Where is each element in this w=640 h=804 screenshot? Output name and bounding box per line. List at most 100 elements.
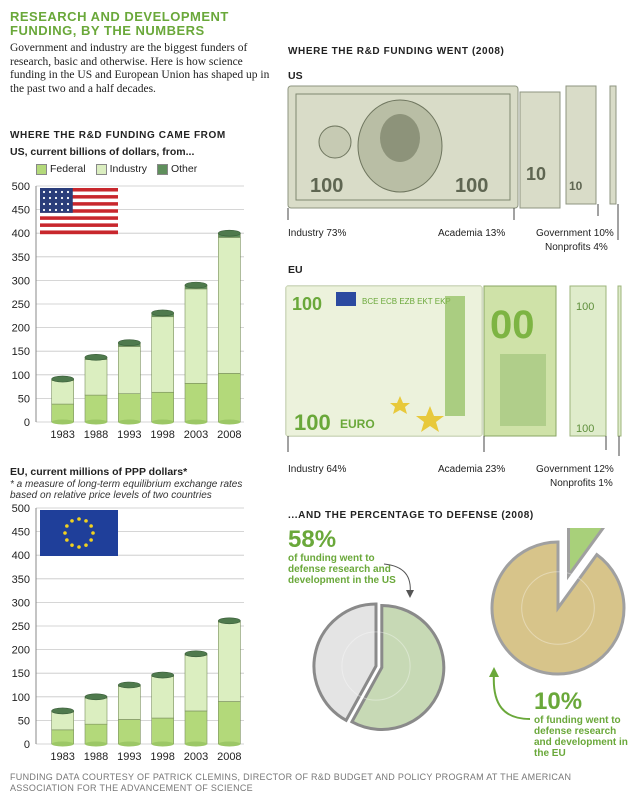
eu-academia-label: Academia 23% xyxy=(438,464,506,475)
eu-chart-axis: 0 50 100 150 200 250 300 350 400 450 500 xyxy=(12,503,244,751)
eu-chart-bar-federal xyxy=(84,723,108,745)
data-credit: FUNDING DATA COURTESY OF PATRICK CLEMINS… xyxy=(10,772,572,793)
us-coin-coin-ring xyxy=(341,631,411,701)
us-banknote-industry: 100 100 xyxy=(287,85,519,209)
legend-item-federal: Federal xyxy=(36,163,86,175)
us-coin-pie xyxy=(312,602,446,731)
us-chart-bar-industry xyxy=(84,359,108,396)
us-defense-percent: 58% xyxy=(288,526,337,553)
legend-label-industry: Industry xyxy=(109,163,147,175)
us-chart-ytick-label: 500 xyxy=(12,181,30,193)
eu-chart-bar-base xyxy=(51,741,74,747)
us-chart-bar-stack xyxy=(184,281,208,425)
eu-chart-bar-federal xyxy=(151,717,174,745)
us-banknote-nonprofits xyxy=(609,85,617,205)
eu-chart-bar-federal xyxy=(118,719,141,745)
us-banknote-academia: 10 xyxy=(519,91,561,209)
intro-text: Government and industry are the biggest … xyxy=(10,42,270,95)
eu-industry-label: Industry 64% xyxy=(288,464,347,475)
us-banknote-government: 10 xyxy=(565,85,597,205)
us-coin-slice-other xyxy=(312,602,378,723)
eu-chart-bar-industry xyxy=(118,686,141,720)
eu-chart-bar-cap xyxy=(184,650,208,658)
eu-coin-coin-ring xyxy=(521,571,595,645)
us-chart-bar-cap xyxy=(151,309,174,317)
eu-chart-ytick-label: 450 xyxy=(12,527,30,539)
us-industry-label: Industry 73% xyxy=(288,228,347,239)
eu-chart-xtick-label: 2008 xyxy=(217,751,241,763)
eu-funding-chart: 0 50 100 150 200 250 300 350 400 450 500 1983 1988 19… xyxy=(12,503,244,763)
eu-chart-ytick-label: 350 xyxy=(12,574,30,586)
us-coin-slice-defense xyxy=(349,603,446,731)
legend-swatch-federal xyxy=(36,163,47,175)
us-chart-ytick-label: 350 xyxy=(12,252,30,264)
legend-label-other: Other xyxy=(170,163,198,175)
eu-chart-xtick-label: 1983 xyxy=(50,751,74,763)
us-chart-xtick-label: 1983 xyxy=(50,429,74,441)
legend-label-federal: Federal xyxy=(50,163,86,175)
us-defense-caption: of funding went to defense research and … xyxy=(288,553,396,586)
page-title-line-1: RESEARCH AND DEVELOPMENT xyxy=(10,9,229,24)
legend: Federal Industry Other xyxy=(36,163,197,175)
eu-chart-ytick-label: 150 xyxy=(12,668,30,680)
us-chart-bar-industry xyxy=(118,346,141,394)
us-chart-bar-base xyxy=(51,419,74,425)
us-nonprofits-label: Nonprofits 4% xyxy=(545,242,608,253)
eu-chart-ytick-label: 300 xyxy=(12,597,30,609)
eu-chart-xtick-label: 1998 xyxy=(150,751,174,763)
us-funding-chart: 0 50 100 150 200 250 300 350 400 450 500 1983 1988 19… xyxy=(12,181,244,441)
legend-item-industry: Industry xyxy=(95,163,147,175)
svg-text:100: 100 xyxy=(576,301,594,313)
us-chart-bar-base xyxy=(218,419,241,425)
us-chart-bar-industry xyxy=(151,316,174,393)
eu-chart-note: * a measure of long-term equilibrium exc… xyxy=(10,479,243,501)
us-chart-xtick-label: 1993 xyxy=(117,429,141,441)
svg-text:100: 100 xyxy=(576,423,594,435)
eu-coin-pie xyxy=(490,528,626,676)
svg-text:00: 00 xyxy=(490,303,535,347)
eu-chart-bar-industry xyxy=(84,697,108,725)
us-chart-bar-stack xyxy=(151,309,174,425)
eu-chart-bar-cap xyxy=(51,707,74,715)
svg-text:BCE ECB EZB EKT EKP: BCE ECB EZB EKT EKP xyxy=(362,297,451,306)
eu-government-label: Government 12% xyxy=(536,464,614,475)
us-chart-ytick-label: 400 xyxy=(12,228,30,240)
svg-text:EURO: EURO xyxy=(340,417,375,431)
eu-chart-bar-cap xyxy=(118,681,141,689)
eu-chart-ytick-label: 500 xyxy=(12,503,30,515)
us-chart-ytick-label: 450 xyxy=(12,205,30,217)
eu-defense-percent: 10% xyxy=(534,688,583,715)
eu-chart-xtick-label: 2003 xyxy=(184,751,208,763)
eu-banknote-industry: 100 BCE ECB EZB EKT EKP 100 EURO xyxy=(285,285,483,437)
us-chart-ytick-label: 200 xyxy=(12,323,30,335)
us-chart-ytick-label: 250 xyxy=(12,299,30,311)
eu-banknote-nonprofits xyxy=(617,285,622,437)
svg-text:100: 100 xyxy=(292,294,322,314)
eu-chart-bar-base xyxy=(151,741,174,747)
us-chart-xtick-label: 1988 xyxy=(84,429,108,441)
us-chart-bar-stack xyxy=(51,375,74,425)
eu-coin-slice-other xyxy=(490,540,626,676)
eu-chart-bar-industry xyxy=(151,676,174,719)
svg-text:100: 100 xyxy=(310,175,343,197)
eu-chart-bar-stack xyxy=(184,650,208,747)
us-chart-bar-base xyxy=(118,419,141,425)
eu-chart-ytick-label: 250 xyxy=(12,621,30,633)
eu-chart-bar-stack xyxy=(218,617,241,747)
us-chart-axis: 0 50 100 150 200 250 300 350 400 450 500 xyxy=(12,181,244,429)
us-chart-bar-federal xyxy=(218,373,241,423)
us-chart-bar-cap xyxy=(84,354,108,361)
us-chart-bar-cap xyxy=(118,339,141,347)
eu-chart-bar-stack xyxy=(151,671,174,747)
page-title-line-2: FUNDING, BY THE NUMBERS xyxy=(10,23,205,38)
eu-chart-bar-base xyxy=(185,741,207,747)
us-chart-xtick-label: 2008 xyxy=(217,429,241,441)
eu-chart-bar-industry xyxy=(218,621,241,702)
us-went-title: US xyxy=(288,70,303,82)
us-chart-ytick-label: 300 xyxy=(12,275,30,287)
eu-chart-bar-federal xyxy=(218,701,241,745)
eu-chart-bar-cap xyxy=(84,693,108,701)
us-chart-bar-stack xyxy=(84,354,108,425)
us-chart-ytick-label: 50 xyxy=(18,393,30,405)
eu-chart-bar-base xyxy=(118,741,141,747)
